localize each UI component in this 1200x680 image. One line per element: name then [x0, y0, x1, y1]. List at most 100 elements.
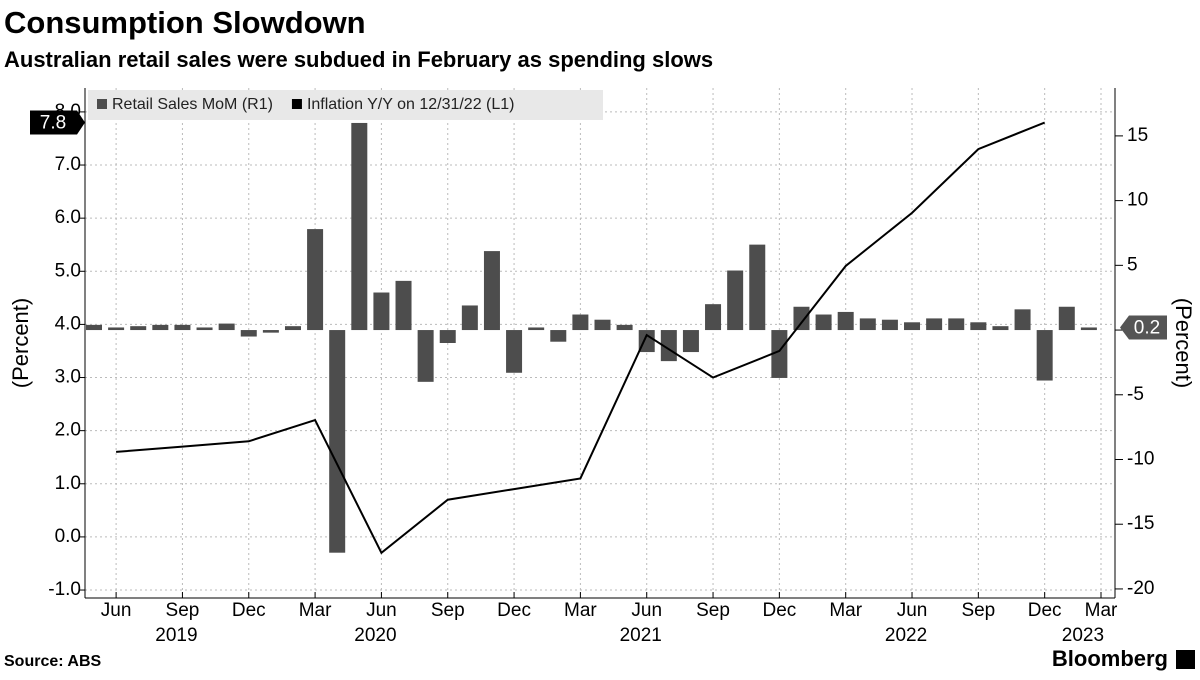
- bar: [660, 330, 677, 362]
- y2-tick-label: -20: [1127, 578, 1154, 599]
- bar: [837, 311, 854, 331]
- x-year-label: 2021: [620, 625, 662, 646]
- y2-tick-label: 15: [1127, 125, 1148, 146]
- y-tick-label: 2.0: [55, 420, 81, 441]
- chart-title: Consumption Slowdown: [4, 5, 366, 40]
- bar: [970, 322, 987, 331]
- bar: [218, 323, 235, 331]
- plot-area: -1.00.01.02.03.04.05.06.07.08.0-20-15-10…: [30, 88, 1167, 646]
- x-tick-label: Sep: [431, 600, 465, 621]
- bar: [108, 327, 125, 331]
- bar: [1036, 330, 1053, 381]
- bar: [793, 306, 810, 331]
- x-tick-label: Sep: [961, 600, 995, 621]
- bar: [992, 326, 1009, 331]
- bar: [528, 327, 545, 331]
- legend-label: Inflation Y/Y on 12/31/22 (L1): [307, 96, 515, 113]
- bar: [373, 292, 390, 331]
- bar: [86, 324, 102, 331]
- bar: [881, 319, 898, 331]
- bar: [395, 280, 412, 331]
- legend: Retail Sales MoM (R1) Inflation Y/Y on 12…: [88, 90, 603, 120]
- bar: [904, 322, 921, 331]
- y-tick-label: 1.0: [55, 473, 81, 494]
- legend-swatch: [97, 99, 107, 109]
- bar: [130, 326, 147, 331]
- brand: Bloomberg: [1052, 646, 1168, 671]
- x-tick-label: Sep: [696, 600, 730, 621]
- last-value-label: 7.8: [40, 113, 66, 134]
- y2-axis-label: (Percent): [1171, 298, 1196, 388]
- x-tick-label: Jun: [101, 600, 132, 621]
- bar: [506, 330, 523, 373]
- x-tick-label: Mar: [829, 600, 862, 621]
- y2-tick-label: 5: [1127, 254, 1138, 275]
- bar: [439, 330, 456, 343]
- bar: [859, 318, 876, 331]
- x-tick-label: Dec: [232, 600, 266, 621]
- bar: [727, 270, 744, 331]
- legend-box: [88, 90, 603, 120]
- y-tick-label: 6.0: [55, 207, 81, 228]
- bar: [638, 330, 655, 353]
- bar: [196, 327, 213, 331]
- y2-tick-label: -15: [1127, 513, 1154, 534]
- x-tick-label: Sep: [166, 600, 200, 621]
- x-tick-label: Dec: [762, 600, 796, 621]
- last-value-badge: [1120, 315, 1167, 340]
- x-year-label: 2023: [1062, 625, 1104, 646]
- y-axis-label: (Percent): [8, 298, 33, 388]
- y-tick-label: -1.0: [48, 579, 81, 600]
- bar: [550, 330, 567, 342]
- bar: [262, 330, 279, 333]
- y-tick-label: 7.0: [55, 154, 81, 175]
- bar: [461, 305, 478, 331]
- x-tick-label: Jun: [897, 600, 928, 621]
- y-tick-label: 4.0: [55, 313, 81, 334]
- x-tick-label: Jun: [366, 600, 397, 621]
- legend-swatch: [291, 99, 302, 109]
- x-year-label: 2022: [885, 625, 927, 646]
- legend-label: Retail Sales MoM (R1): [112, 96, 273, 113]
- bar: [174, 324, 191, 331]
- y2-tick-label: -5: [1127, 384, 1144, 405]
- x-tick-label: Mar: [564, 600, 597, 621]
- bar: [1058, 306, 1075, 331]
- bar: [351, 122, 368, 331]
- x-tick-label: Jun: [631, 600, 662, 621]
- chart-subtitle: Australian retail sales were subdued in …: [4, 47, 713, 72]
- bar: [329, 330, 346, 553]
- bar: [572, 314, 589, 331]
- y-tick-label: 3.0: [55, 367, 81, 388]
- source: Source: ABS: [4, 653, 102, 670]
- y-tick-label: 0.0: [55, 526, 81, 547]
- bar: [594, 319, 611, 331]
- bar: [616, 324, 633, 331]
- bar: [682, 330, 699, 353]
- bar: [417, 330, 434, 382]
- bar: [307, 229, 324, 331]
- y2-tick-label: 10: [1127, 190, 1148, 211]
- x-tick-label: Mar: [299, 600, 332, 621]
- bar: [705, 304, 722, 331]
- bar: [815, 314, 832, 331]
- brand-icon: [1176, 650, 1195, 669]
- x-tick-label: Dec: [1028, 600, 1062, 621]
- line: [116, 121, 1046, 555]
- bar: [1014, 309, 1031, 331]
- y-tick-label: 5.0: [55, 260, 81, 281]
- bar: [1080, 327, 1097, 331]
- x-tick-label: Dec: [497, 600, 531, 621]
- x-year-label: 2020: [354, 625, 396, 646]
- bar: [926, 318, 943, 331]
- bar: [483, 251, 500, 331]
- x-year-label: 2019: [155, 625, 197, 646]
- bar: [240, 330, 257, 337]
- bar: [152, 324, 169, 331]
- bar: [771, 330, 788, 378]
- last-value-label: 0.2: [1134, 317, 1160, 338]
- bar: [948, 318, 965, 331]
- y2-tick-label: -10: [1127, 449, 1154, 470]
- bar: [749, 244, 766, 331]
